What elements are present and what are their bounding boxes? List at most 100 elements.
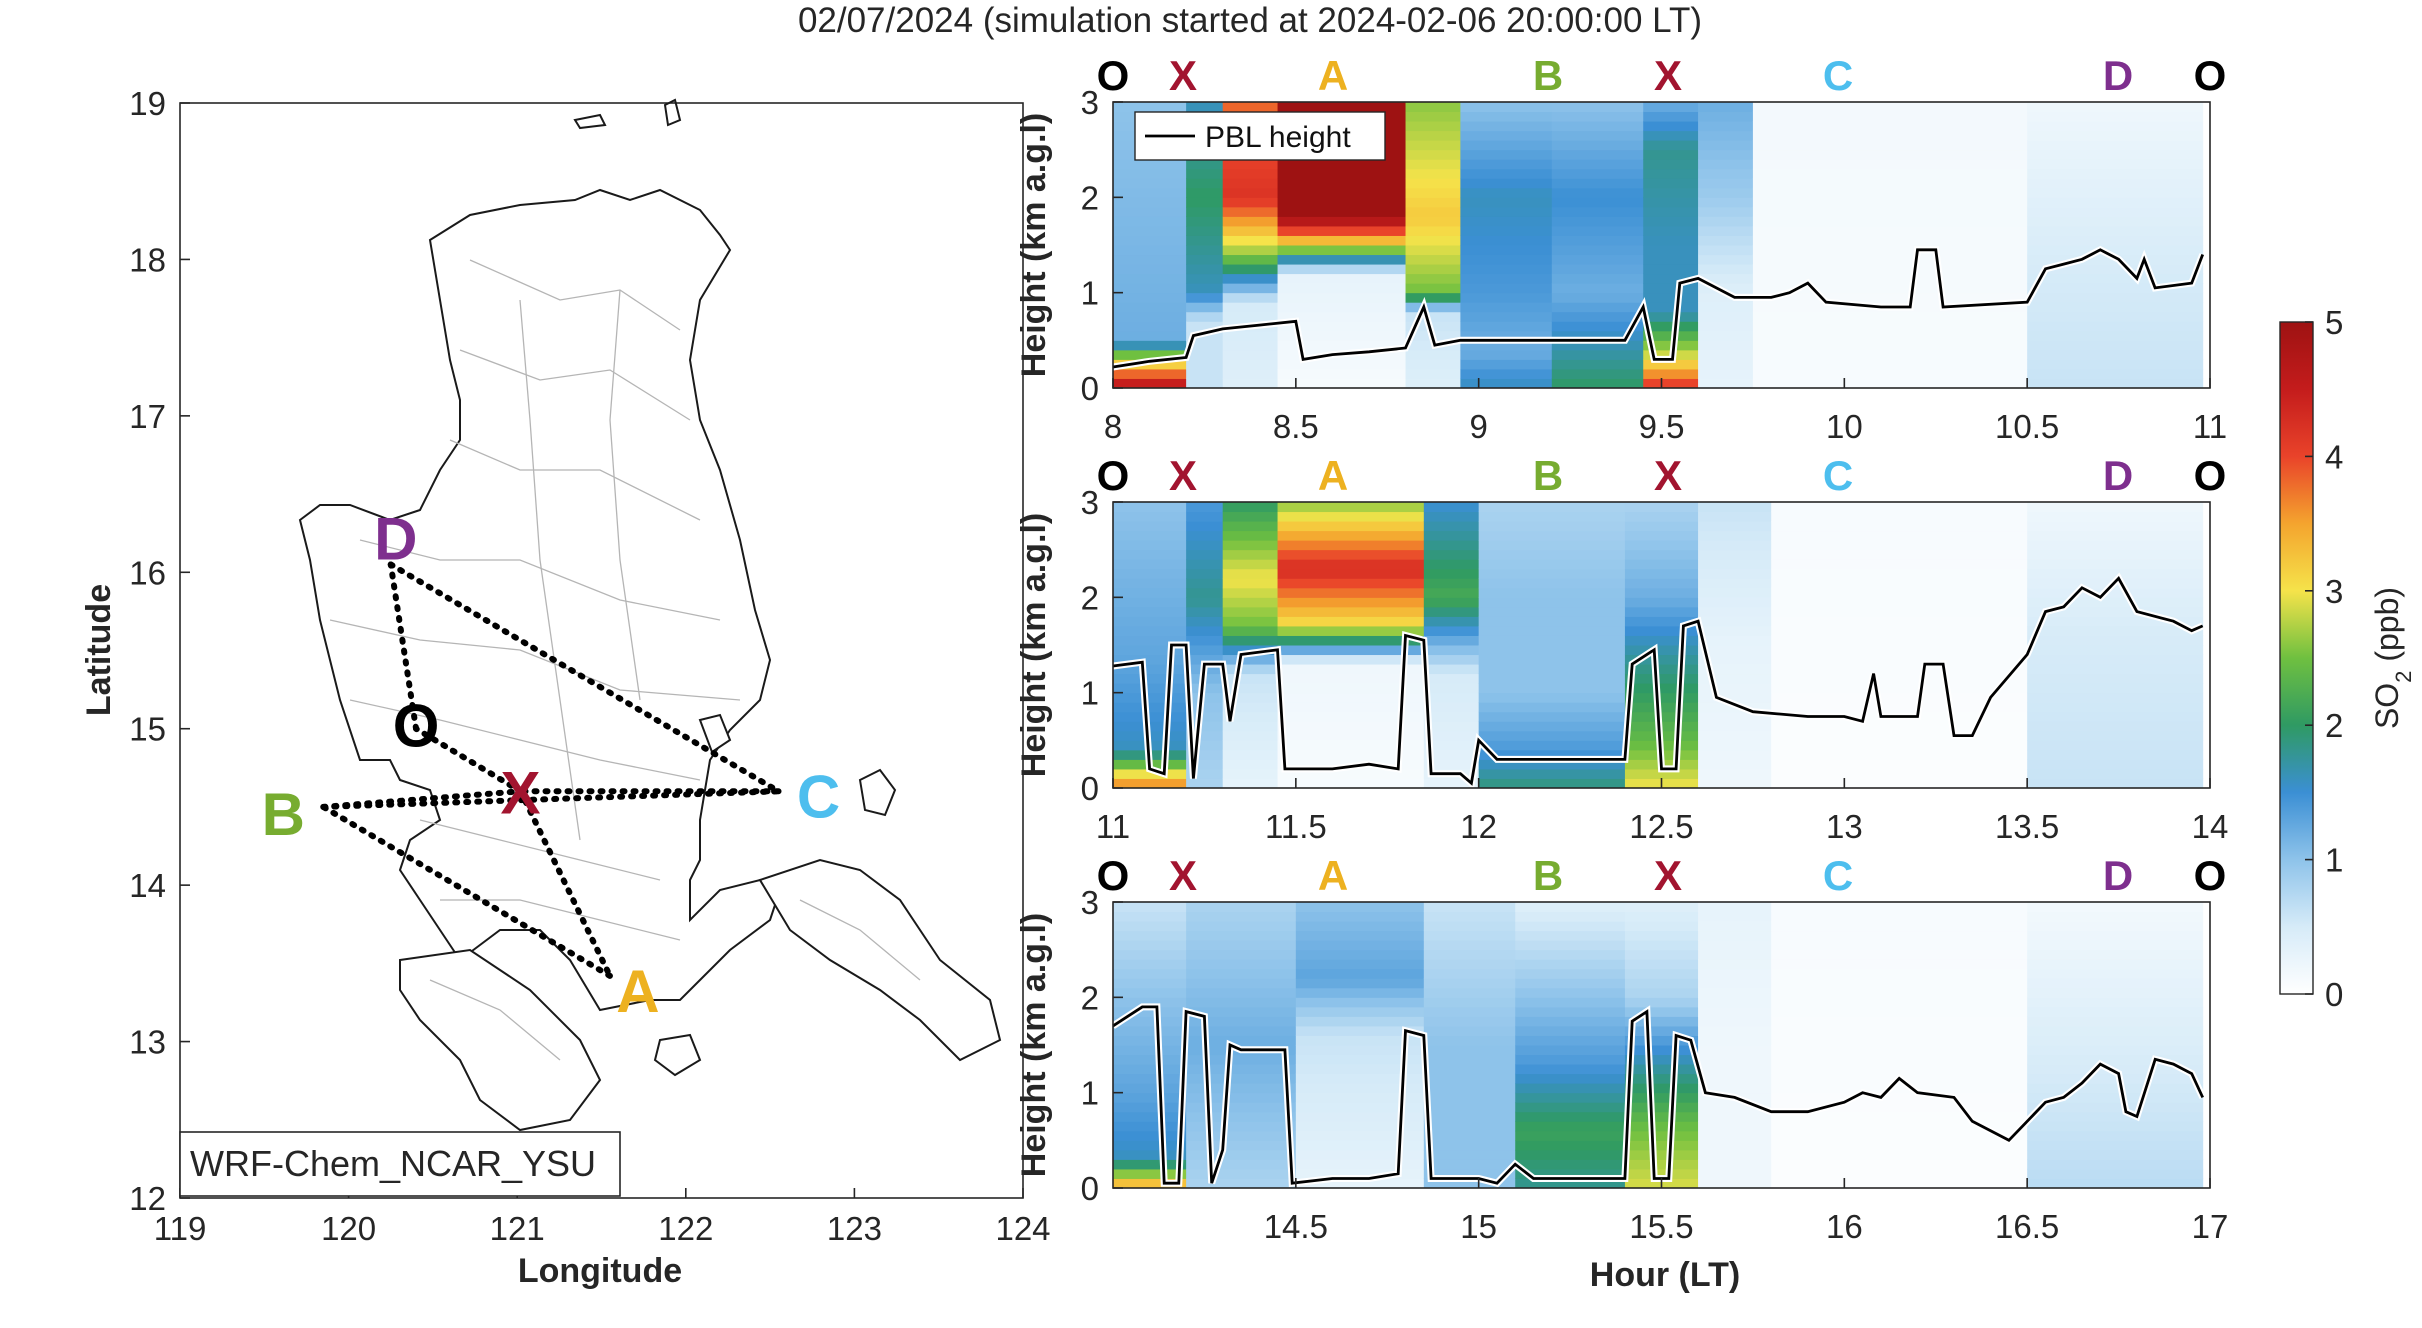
- so2-cell: [1643, 121, 1698, 131]
- so2-cell: [1625, 597, 1699, 607]
- map-site-label-B: B: [262, 781, 305, 848]
- so2-cell: [1643, 140, 1698, 150]
- so2-cell: [1186, 1178, 1296, 1188]
- so2-cell: [1698, 216, 1753, 226]
- so2-cell: [1406, 207, 1461, 217]
- so2-cell: [1643, 178, 1698, 188]
- so2-cell: [1753, 235, 2028, 245]
- so2-cell: [1479, 607, 1626, 617]
- site-marker-X: X: [1654, 52, 1682, 99]
- so2-cell: [2027, 1140, 2203, 1150]
- so2-cell: [1643, 283, 1698, 293]
- so2-cell: [1460, 112, 1552, 122]
- so2-cell: [1223, 369, 1278, 379]
- site-marker-O: O: [1097, 52, 1130, 99]
- so2-cell: [1698, 1140, 1772, 1150]
- so2-cell: [1625, 512, 1699, 522]
- so2-cell: [1698, 350, 1753, 360]
- site-marker-C: C: [1823, 52, 1853, 99]
- so2-cell: [2027, 588, 2203, 598]
- so2-cell: [1479, 702, 1626, 712]
- so2-cell: [1223, 502, 1278, 512]
- so2-cell: [1406, 150, 1461, 160]
- so2-cell: [1698, 931, 1772, 941]
- so2-cell: [1296, 1016, 1424, 1026]
- so2-cell: [1424, 1102, 1516, 1112]
- so2-cell: [1643, 102, 1698, 112]
- so2-cell: [2027, 969, 2203, 979]
- so2-cell: [1698, 502, 1772, 512]
- x-tick-label: 9.5: [1639, 408, 1685, 445]
- so2-cell: [1552, 150, 1644, 160]
- so2-cell: [1515, 1035, 1625, 1045]
- x-tick-label: 14: [2192, 808, 2229, 845]
- so2-cell: [1278, 178, 1406, 188]
- so2-cell: [1479, 778, 1626, 788]
- so2-cell: [1479, 540, 1626, 550]
- so2-cell: [1479, 721, 1626, 731]
- y-tick-label: 2: [1081, 179, 1099, 216]
- so2-cell: [1186, 912, 1296, 922]
- so2-cell: [1406, 255, 1461, 265]
- so2-cell: [1424, 1150, 1516, 1160]
- so2-cell: [1113, 940, 1187, 950]
- so2-cell: [1479, 578, 1626, 588]
- so2-cell: [1223, 340, 1278, 350]
- so2-cell: [1698, 721, 1772, 731]
- so2-cell: [1186, 359, 1223, 369]
- so2-cell: [1479, 616, 1626, 626]
- so2-cell: [1296, 931, 1424, 941]
- so2-cell: [1186, 607, 1223, 617]
- so2-cell: [1771, 1083, 2027, 1093]
- so2-cell: [1278, 616, 1425, 626]
- site-marker-D: D: [2103, 852, 2133, 899]
- so2-cell: [1424, 693, 1479, 703]
- so2-cell: [1186, 531, 1223, 541]
- site-marker-O: O: [2194, 52, 2227, 99]
- site-marker-C: C: [1823, 852, 1853, 899]
- so2-cell: [1424, 607, 1479, 617]
- so2-cell: [1113, 702, 1187, 712]
- so2-cell: [1552, 312, 1644, 322]
- map-site-label-X: X: [501, 759, 541, 826]
- so2-cell: [1186, 302, 1223, 312]
- so2-cell: [1753, 340, 2028, 350]
- so2-cell: [1186, 959, 1296, 969]
- so2-cell: [1113, 607, 1187, 617]
- so2-cell: [1698, 321, 1753, 331]
- so2-cell: [2027, 645, 2203, 655]
- so2-cell: [1698, 1035, 1772, 1045]
- so2-cell: [1186, 512, 1223, 522]
- so2-cell: [1406, 350, 1461, 360]
- so2-cell: [1643, 245, 1698, 255]
- so2-cell: [1771, 512, 2027, 522]
- so2-cell: [2027, 178, 2203, 188]
- map-site-label-A: A: [616, 958, 659, 1025]
- so2-cell: [1625, 997, 1699, 1007]
- so2-cell: [1223, 274, 1278, 284]
- y-tick-label: 2: [1081, 579, 1099, 616]
- so2-cell: [1424, 1026, 1516, 1036]
- so2-cell: [2027, 702, 2203, 712]
- so2-cell: [1406, 293, 1461, 303]
- so2-cell: [1296, 1112, 1424, 1122]
- so2-cell: [1186, 940, 1296, 950]
- so2-cell: [1278, 197, 1406, 207]
- so2-cell: [1278, 369, 1406, 379]
- so2-cell: [2027, 940, 2203, 950]
- so2-cell: [1552, 159, 1644, 169]
- so2-cell: [1698, 950, 1772, 960]
- so2-cell: [1223, 264, 1278, 274]
- so2-cell: [1113, 683, 1187, 693]
- so2-cell: [1223, 350, 1278, 360]
- so2-cell: [1186, 378, 1223, 388]
- so2-cell: [1698, 940, 1772, 950]
- so2-cell: [1771, 521, 2027, 531]
- map-y-tick-label: 15: [129, 711, 166, 748]
- map-y-tick-label: 17: [129, 398, 166, 435]
- so2-cell: [1296, 959, 1424, 969]
- y-tick-label: 0: [1081, 770, 1099, 807]
- so2-cell: [1278, 512, 1425, 522]
- so2-cell: [1625, 1159, 1699, 1169]
- so2-cell: [1186, 988, 1296, 998]
